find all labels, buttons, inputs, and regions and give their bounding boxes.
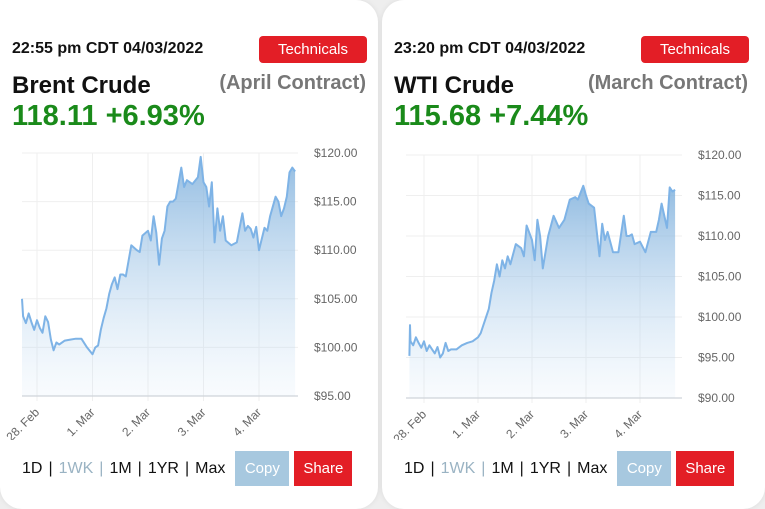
price-value: 115.68 — [394, 100, 482, 132]
commodity-name: WTI Crude — [394, 72, 514, 99]
x-axis-label: 4. Mar — [230, 405, 264, 439]
range-1m[interactable]: 1M — [491, 459, 514, 477]
copy-button[interactable]: Copy — [235, 451, 290, 486]
x-axis-label: 1. Mar — [449, 407, 483, 440]
y-axis-label: $90.00 — [698, 391, 735, 405]
separator: | — [184, 459, 190, 477]
y-axis-label: $95.00 — [698, 351, 735, 365]
commodity-name: Brent Crude — [12, 72, 151, 99]
percent-change: +7.44% — [489, 100, 589, 132]
y-axis-label: $120.00 — [698, 148, 742, 162]
price-chart[interactable]: $95.00 $100.00 $105.00 $110.00 $115.00 $120.0… — [0, 140, 378, 440]
range-1d[interactable]: 1D — [404, 459, 425, 477]
range-selector: 1D | 1WK | 1M | 1YR | Max Copy Share — [404, 451, 735, 486]
y-axis-label: $105.00 — [314, 292, 358, 306]
brent-crude-card: 22:55 pm CDT 04/03/2022 Technicals Brent… — [0, 0, 378, 509]
separator: | — [566, 459, 572, 477]
range-1d[interactable]: 1D — [22, 459, 43, 477]
x-axis-label: 4. Mar — [611, 407, 645, 440]
area-fill — [409, 185, 676, 398]
range-max[interactable]: Max — [577, 459, 608, 477]
separator: | — [137, 459, 142, 477]
separator: | — [519, 459, 524, 477]
wti-crude-card: 23:20 pm CDT 04/03/2022 Technicals WTI C… — [382, 0, 765, 509]
range-1yr[interactable]: 1YR — [529, 459, 561, 477]
y-axis-label: $100.00 — [698, 310, 742, 324]
price-chart[interactable]: $90.00 $95.00 $100.00 $105.00 $110.00 $115.00… — [382, 140, 765, 440]
separator: | — [481, 459, 486, 477]
y-axis-label: $120.00 — [314, 146, 358, 160]
separator: | — [48, 459, 53, 477]
range-1wk[interactable]: 1WK — [440, 459, 476, 477]
x-axis-label: 3. Mar — [557, 407, 591, 440]
x-axis-label: 2. Mar — [119, 405, 153, 439]
y-axis-label: $115.00 — [698, 189, 741, 203]
technicals-button[interactable]: Technicals — [641, 36, 749, 63]
percent-change: +6.93% — [105, 100, 205, 132]
range-1wk[interactable]: 1WK — [58, 459, 94, 477]
range-max[interactable]: Max — [195, 459, 226, 477]
range-1m[interactable]: 1M — [109, 459, 132, 477]
range-1yr[interactable]: 1YR — [147, 459, 179, 477]
separator: | — [99, 459, 104, 477]
copy-button[interactable]: Copy — [617, 451, 672, 486]
x-axis-label: 3. Mar — [175, 405, 209, 439]
timestamp: 22:55 pm CDT 04/03/2022 — [12, 40, 204, 57]
timestamp: 23:20 pm CDT 04/03/2022 — [394, 40, 586, 57]
y-axis-label: $115.00 — [314, 195, 357, 209]
technicals-button[interactable]: Technicals — [259, 36, 367, 63]
price-change: 118.11 +6.93% — [12, 100, 205, 133]
area-fill — [22, 156, 296, 396]
y-axis-label: $110.00 — [698, 229, 741, 243]
y-axis-label: $110.00 — [314, 243, 357, 257]
contract-label: (April Contract) — [219, 72, 366, 94]
y-axis-label: $105.00 — [698, 270, 742, 284]
separator: | — [430, 459, 435, 477]
price-change: 115.68 +7.44% — [394, 100, 588, 133]
contract-label: (March Contract) — [587, 72, 748, 94]
x-axis-label: 28. Feb — [390, 407, 429, 440]
range-selector: 1D | 1WK | 1M | 1YR | Max Copy Share — [22, 451, 353, 486]
price-line — [21, 155, 296, 356]
y-axis-label: $100.00 — [314, 340, 358, 354]
x-axis-label: 28. Feb — [3, 405, 42, 440]
y-axis-label: $95.00 — [314, 389, 351, 403]
x-axis-label: 2. Mar — [503, 407, 537, 440]
share-button[interactable]: Share — [676, 451, 735, 486]
price-line — [408, 184, 676, 359]
share-button[interactable]: Share — [294, 451, 353, 486]
x-axis-label: 1. Mar — [64, 405, 98, 439]
price-value: 118.11 — [12, 100, 98, 132]
